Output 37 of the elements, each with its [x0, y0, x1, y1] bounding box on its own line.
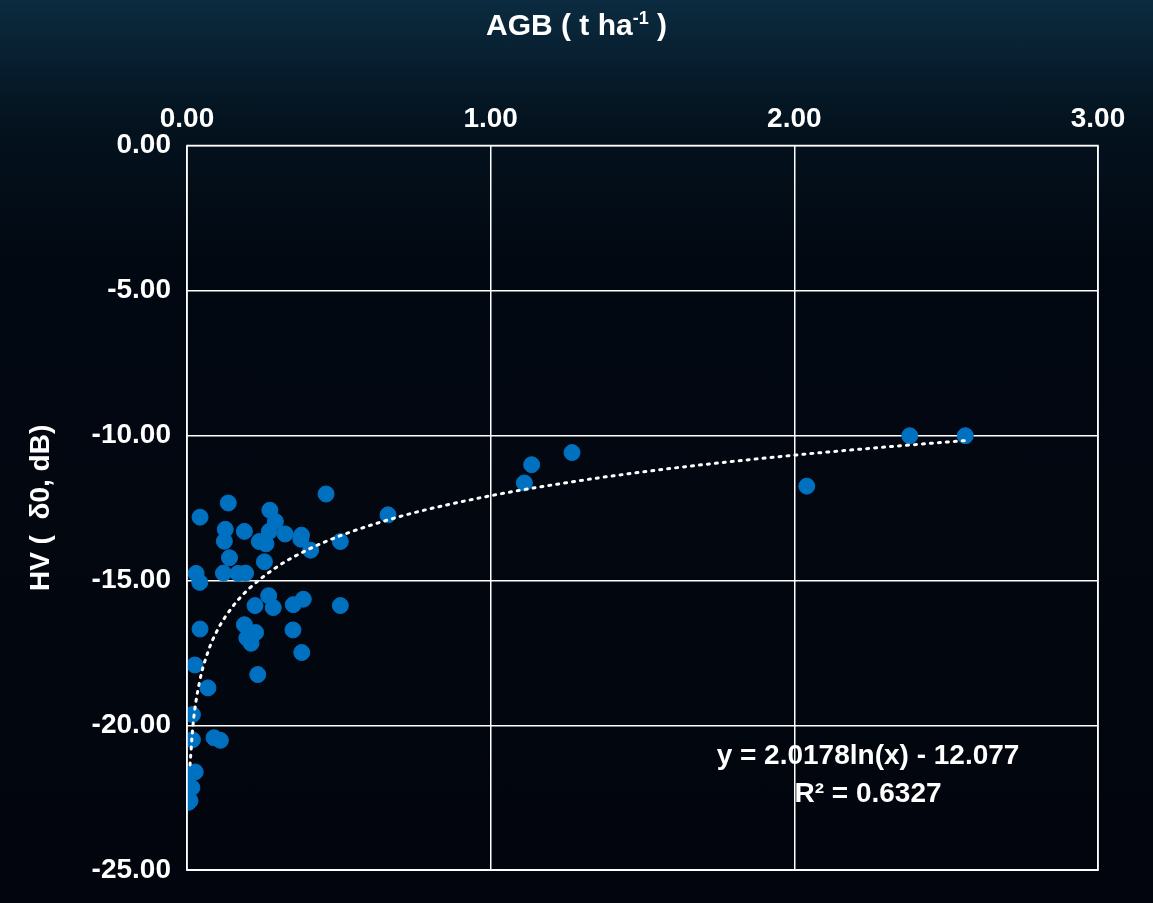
point — [219, 494, 237, 512]
y-tick-label: -15.00 — [91, 563, 171, 595]
point — [191, 508, 209, 526]
point — [276, 525, 294, 543]
point — [191, 620, 209, 638]
point — [956, 427, 974, 445]
point — [293, 644, 311, 662]
point — [221, 549, 239, 567]
point — [331, 533, 349, 551]
point — [317, 485, 335, 503]
point — [199, 679, 217, 697]
point — [264, 599, 282, 617]
point — [284, 596, 302, 614]
point — [563, 444, 581, 462]
point — [246, 597, 264, 615]
y-axis-title: HV ( δ0, dB) — [23, 424, 55, 592]
point — [515, 474, 533, 492]
x-tick-label: 3.00 — [1070, 101, 1126, 133]
point — [331, 597, 349, 615]
y-tick-label: -5.00 — [107, 273, 171, 305]
point — [284, 621, 302, 639]
y-tick-label: -20.00 — [91, 708, 171, 739]
point — [235, 522, 253, 540]
annotation: R² = 0.6327 — [794, 776, 942, 808]
x-tick-label: 1.00 — [463, 101, 518, 133]
y-tick-label: -25.00 — [91, 852, 171, 884]
point — [798, 477, 816, 495]
x-tick-label: 2.00 — [767, 101, 822, 133]
point — [255, 553, 273, 571]
x-axis-title: AGB ( t ha$^{-1}$ ) — [485, 8, 668, 42]
y-tick-label: -10.00 — [91, 418, 171, 450]
point — [901, 427, 919, 445]
point — [523, 456, 541, 474]
point — [186, 656, 204, 674]
point — [249, 666, 267, 684]
point — [214, 564, 232, 582]
point — [191, 573, 209, 591]
